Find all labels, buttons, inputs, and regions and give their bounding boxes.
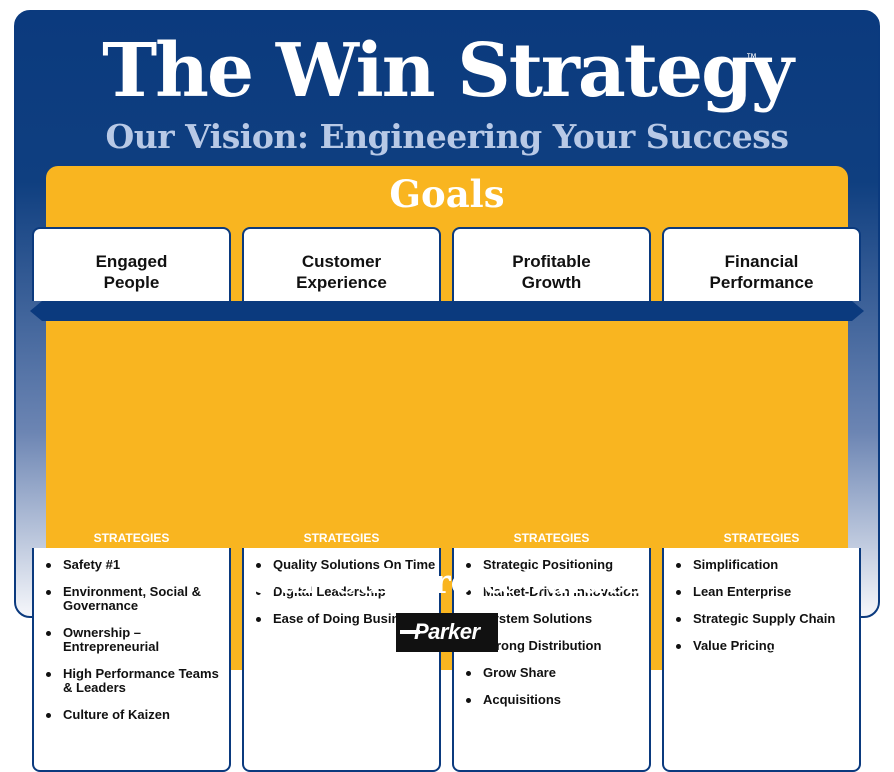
strategy-item: Market-Driven Innovation <box>466 585 649 599</box>
goal-title-line2: Experience <box>296 273 387 292</box>
bullet-icon <box>466 671 471 676</box>
parker-logo: Parker <box>396 613 498 652</box>
logo-mark-icon <box>400 630 420 634</box>
bullet-icon <box>46 672 51 677</box>
bullet-icon <box>256 563 261 568</box>
goal-header: Customer Experience <box>242 227 441 301</box>
bullet-icon <box>46 590 51 595</box>
strategy-item: Grow Share <box>466 666 649 680</box>
bullet-icon <box>676 563 681 568</box>
bullet-icon <box>46 713 51 718</box>
strategy-item: Strategic Supply Chain <box>676 612 859 626</box>
bullet-icon <box>46 563 51 568</box>
strategy-item: Simplification <box>676 558 859 572</box>
strategy-item: Quality Solutions On Time <box>256 558 439 572</box>
goal-header: Engaged People <box>32 227 231 301</box>
logo-text: Parker <box>414 619 480 644</box>
version-label: Win Strategy 3.0 <box>734 625 828 639</box>
version-info: Win Strategy 3.0 June 2022 <box>735 625 828 655</box>
strategy-item: Lean Enterprise <box>676 585 859 599</box>
strategy-item: Ownership – Entrepreneurial <box>46 626 229 654</box>
strategies-label: STRATEGIES <box>723 531 800 545</box>
strategy-item: High Performance Teams & Leaders <box>46 667 229 695</box>
culture-values-heading: Our Culture & Values <box>249 562 645 601</box>
page-title: The Win Strategy <box>102 28 794 114</box>
goal-title-line1: Engaged <box>95 252 168 271</box>
strategy-item: Strategic Positioning <box>466 558 649 572</box>
bullet-icon <box>676 590 681 595</box>
strategy-item: Acquisitions <box>466 693 649 707</box>
strategy-item: Ease of Doing Business <box>256 612 439 626</box>
strategies-banner <box>30 301 864 321</box>
bullet-icon <box>466 590 471 595</box>
goal-title-line2: Growth <box>521 273 582 292</box>
strategy-item: Environment, Social & Governance <box>46 585 229 613</box>
bullet-icon <box>46 631 51 636</box>
goal-title-line1: Customer <box>301 252 382 271</box>
strategies-label: STRATEGIES <box>93 531 170 545</box>
strategies-label: STRATEGIES <box>303 531 380 545</box>
goal-title-line1: Financial <box>724 252 799 271</box>
vision-subtitle: Our Vision: Engineering Your Success <box>105 117 789 156</box>
goal-header: Profitable Growth <box>452 227 651 301</box>
strategy-item: Value Pricing <box>676 639 859 653</box>
goal-title-line1: Profitable <box>512 252 591 271</box>
bullet-icon <box>256 617 261 622</box>
bullet-icon <box>676 644 681 649</box>
bullet-icon <box>466 563 471 568</box>
bullet-icon <box>676 617 681 622</box>
bullet-icon <box>466 698 471 703</box>
strategy-item: Culture of Kaizen <box>46 708 229 722</box>
strategy-item: Safety #1 <box>46 558 229 572</box>
goal-title-line2: People <box>103 273 160 292</box>
goal-header: Financial Performance <box>662 227 861 301</box>
goal-title-line2: Performance <box>709 273 814 292</box>
bullet-icon <box>256 590 261 595</box>
strategies-label: STRATEGIES <box>513 531 590 545</box>
version-date: June 2022 <box>769 640 828 654</box>
goals-heading: Goals <box>389 172 505 216</box>
strategy-item: Digital Leadership <box>256 585 439 599</box>
trademark-symbol: ™ <box>746 52 757 64</box>
